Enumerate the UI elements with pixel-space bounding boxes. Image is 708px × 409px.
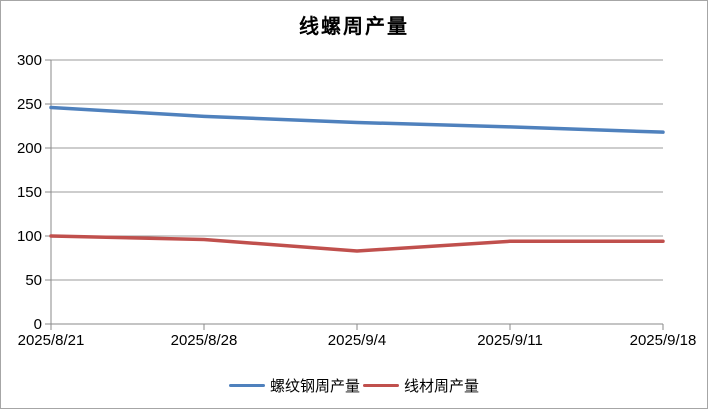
x-axis-label: 2025/8/21 bbox=[18, 332, 85, 349]
plot-area: 0 50 100 150 200 250 300 2025/8/21 2025/8/28 2025… bbox=[17, 52, 697, 349]
y-axis-label: 200 bbox=[17, 140, 42, 157]
y-axis-label: 300 bbox=[17, 52, 42, 69]
legend-item-0: 螺纹钢周产量 bbox=[228, 375, 360, 396]
y-axis-label: 0 bbox=[34, 316, 42, 333]
legend-line-icon bbox=[228, 384, 265, 387]
legend-item-1: 线材周产量 bbox=[363, 375, 479, 396]
legend-line-icon bbox=[363, 384, 399, 387]
legend-label: 线材周产量 bbox=[404, 378, 480, 395]
chart-title: 线螺周产量 bbox=[299, 16, 409, 38]
legend-label: 螺纹钢周产量 bbox=[269, 378, 360, 395]
y-axis-label: 100 bbox=[17, 228, 42, 245]
x-axis-label: 2025/9/11 bbox=[477, 332, 543, 349]
series-line-1 bbox=[49, 234, 665, 253]
y-axis-label: 50 bbox=[25, 272, 42, 289]
y-axis-label: 150 bbox=[17, 184, 42, 201]
x-axis-label: 2025/9/4 bbox=[328, 332, 386, 349]
legend: 螺纹钢周产量 线材周产量 bbox=[1, 375, 707, 396]
series-line-0 bbox=[49, 105, 665, 134]
y-axis-label: 250 bbox=[17, 96, 42, 113]
x-axis-label: 2025/9/18 bbox=[630, 332, 697, 349]
x-axis-label: 2025/8/28 bbox=[171, 332, 238, 349]
